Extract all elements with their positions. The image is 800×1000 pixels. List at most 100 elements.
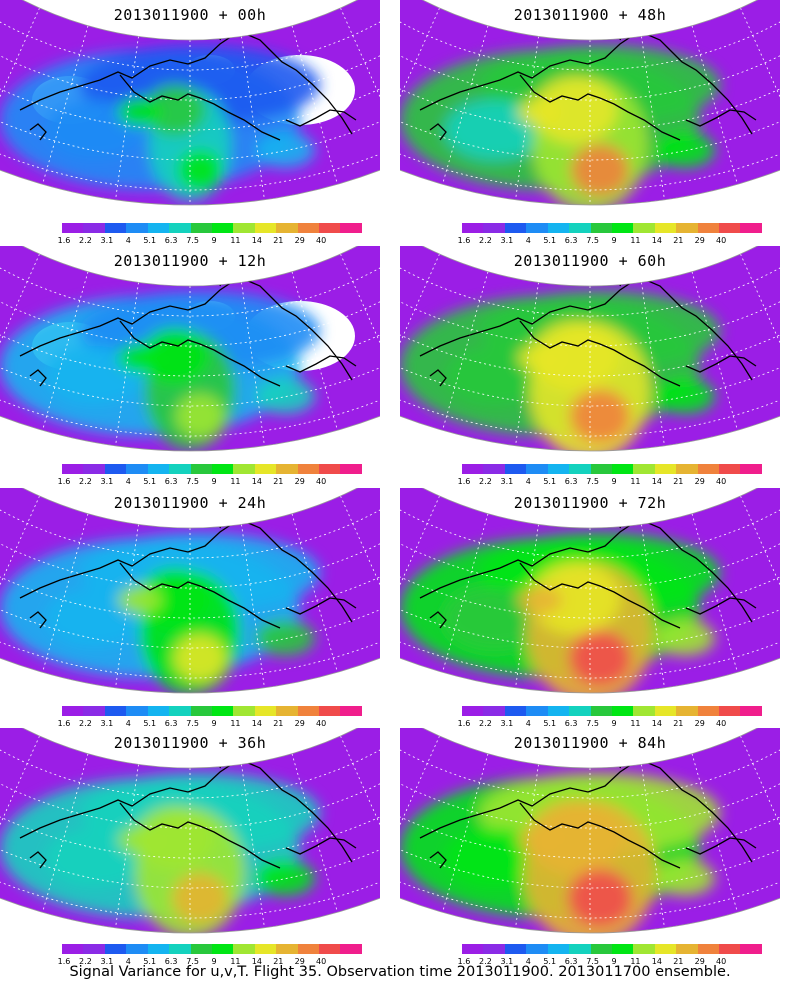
colorbar-tick-label: 3.1 [500, 719, 514, 728]
colorbar-ticks: 1.6 2.2 3.1 4 5.1 6.3 7.5 9 11 14 21 29 40 [58, 957, 362, 969]
graticule [0, 495, 380, 693]
colorbar-swatch [169, 944, 191, 954]
colorbar-swatch [504, 464, 527, 474]
colorbar-tick-label: 6.3 [164, 477, 178, 486]
variance-blob [569, 389, 631, 443]
variance-blob [118, 826, 162, 854]
colorbar-tick-label: 21 [673, 477, 684, 486]
colorbar-swatch [340, 706, 362, 716]
figure-caption: Signal Variance for u,v,T. Flight 35. Ob… [69, 964, 731, 980]
colorbar-tick-label: 6.3 [564, 236, 578, 245]
variance-field [0, 728, 380, 933]
colorbar-tick-label: 29 [694, 957, 705, 966]
variance-map [0, 0, 380, 206]
map-outline [400, 488, 780, 694]
colorbar-tick-label: 7.5 [186, 236, 199, 245]
colorbar-swatch [211, 223, 234, 233]
colorbar-tick-label: 21 [273, 957, 284, 966]
colorbar-swatch [740, 706, 762, 716]
colorbar-tick-label: 5.1 [543, 719, 557, 728]
variance-blob [118, 586, 162, 614]
colorbar-tick-label: 9 [211, 957, 217, 966]
variance-blob [567, 869, 633, 927]
variance-blobs [0, 773, 320, 933]
variance-blob [527, 799, 623, 877]
colorbar-swatch [483, 944, 505, 954]
variance-blob [118, 344, 162, 372]
colorbar-tick-label: 2.2 [479, 957, 492, 966]
colorbar-tick-label: 2.2 [79, 719, 92, 728]
variance-map [400, 728, 780, 934]
colorbar-swatch [169, 223, 191, 233]
variance-field [0, 488, 380, 693]
panel-title: 2013011900 + 24h [113, 494, 267, 512]
colorbar-tick-label: 6.3 [164, 719, 178, 728]
colorbar-swatch [254, 706, 277, 716]
colorbar-swatch [719, 706, 741, 716]
colorbar-swatch [147, 706, 170, 716]
colorbar-tick-label: 3.1 [500, 957, 514, 966]
colorbar-swatch [276, 464, 298, 474]
colorbar [462, 944, 762, 954]
colorbar-swatch [654, 944, 677, 954]
forecast-panel-12h: 2013011900 + 12h 1.6 2.2 3.1 4 5.1 6.3 7.5 9 11 1… [0, 246, 380, 486]
colorbar-tick-label: 11 [630, 957, 641, 966]
colorbar-tick-label: 29 [294, 957, 305, 966]
colorbar-tick-label: 40 [716, 236, 727, 245]
colorbar-tick-label: 2.2 [79, 477, 92, 486]
colorbar-swatch [462, 223, 484, 233]
colorbar-swatch [633, 706, 655, 716]
colorbar-tick-label: 7.5 [586, 719, 599, 728]
colorbar-tick-label: 9 [611, 957, 617, 966]
colorbar-tick-label: 29 [294, 477, 305, 486]
colorbar-swatch [697, 464, 720, 474]
variance-blob [255, 620, 315, 656]
colorbar [462, 706, 762, 716]
colorbar-ticks: 1.6 2.2 3.1 4 5.1 6.3 7.5 9 11 14 21 29 40 [458, 477, 762, 489]
colorbar-swatch [547, 464, 570, 474]
colorbar-swatch [569, 464, 591, 474]
colorbar-swatch [276, 706, 298, 716]
colorbar-tick-label: 14 [251, 236, 262, 245]
colorbar-tick-label: 11 [630, 719, 641, 728]
colorbar-tick-label: 14 [651, 719, 662, 728]
map-outline [0, 488, 380, 694]
colorbar-tick-label: 9 [211, 477, 217, 486]
colorbar-swatch [483, 706, 505, 716]
colorbar-swatch [169, 464, 191, 474]
colorbar-tick-label: 11 [230, 477, 241, 486]
colorbar-swatch [147, 944, 170, 954]
colorbar-tick-label: 3.1 [100, 957, 114, 966]
colorbar-tick-label: 14 [651, 477, 662, 486]
colorbar-swatch [190, 706, 212, 716]
colorbar-swatch [233, 706, 255, 716]
variance-blob [255, 132, 315, 168]
variance-blob [568, 630, 632, 686]
colorbar-tick-label: 6.3 [564, 719, 578, 728]
variance-blob [533, 76, 617, 144]
colorbar [462, 223, 762, 233]
colorbar-swatch [83, 464, 105, 474]
colorbar-tick-label: 5.1 [143, 477, 157, 486]
colorbar-tick-label: 21 [673, 719, 684, 728]
colorbar-swatch [340, 944, 362, 954]
colorbar-swatch [62, 706, 84, 716]
colorbar-swatch [211, 944, 234, 954]
colorbar-tick-label: 5.1 [143, 957, 157, 966]
colorbar-tick-label: 29 [694, 719, 705, 728]
variance-field [0, 246, 380, 451]
colorbar-swatch [504, 944, 527, 954]
colorbar [62, 706, 362, 716]
colorbar-swatch [740, 223, 762, 233]
colorbar-swatch [569, 223, 591, 233]
colorbar-tick-label: 4 [525, 477, 531, 486]
colorbar-tick-label: 4 [125, 719, 131, 728]
colorbar-tick-label: 2.2 [79, 236, 92, 245]
variance-blob [118, 98, 162, 126]
colorbar-swatch [83, 223, 105, 233]
variance-map [400, 488, 780, 694]
colorbar-tick-label: 1.6 [457, 477, 471, 486]
colorbar-swatch [569, 706, 591, 716]
colorbar-swatch [233, 464, 255, 474]
colorbar-tick-label: 6.3 [564, 477, 578, 486]
